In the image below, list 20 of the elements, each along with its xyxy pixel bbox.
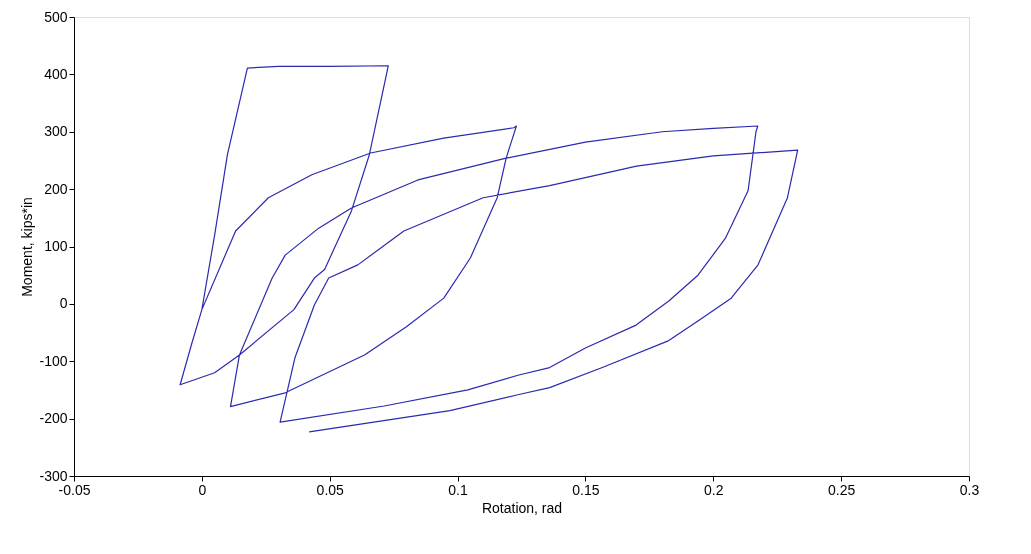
x-tick-label: 0.1	[448, 481, 469, 498]
y-tick-label: 100	[44, 238, 68, 254]
y-tick-label: 300	[44, 123, 68, 140]
y-axis-title: Moment, kips*in	[19, 197, 36, 297]
y-tick-label: 0	[59, 295, 68, 312]
x-tick-label: 0.15	[572, 481, 600, 498]
x-tick-label: -0.05	[58, 481, 91, 498]
y-tick-label: 500	[44, 8, 68, 25]
x-tick-label: 0.2	[704, 481, 724, 498]
line-series	[179, 65, 799, 433]
y-tick-label: -300	[39, 467, 68, 484]
y-tick-label: 200	[44, 180, 68, 197]
y-tick-label: -200	[39, 410, 68, 427]
x-axis-title: Rotation, rad	[481, 499, 563, 516]
x-tick-label: 0.3	[959, 481, 980, 498]
y-tick-label: 400	[44, 65, 68, 82]
x-tick-label: 0.25	[828, 481, 856, 498]
x-tick-label: 0	[198, 481, 207, 498]
x-tick-label: 0.05	[316, 481, 345, 498]
y-tick-label: -100	[39, 352, 68, 369]
